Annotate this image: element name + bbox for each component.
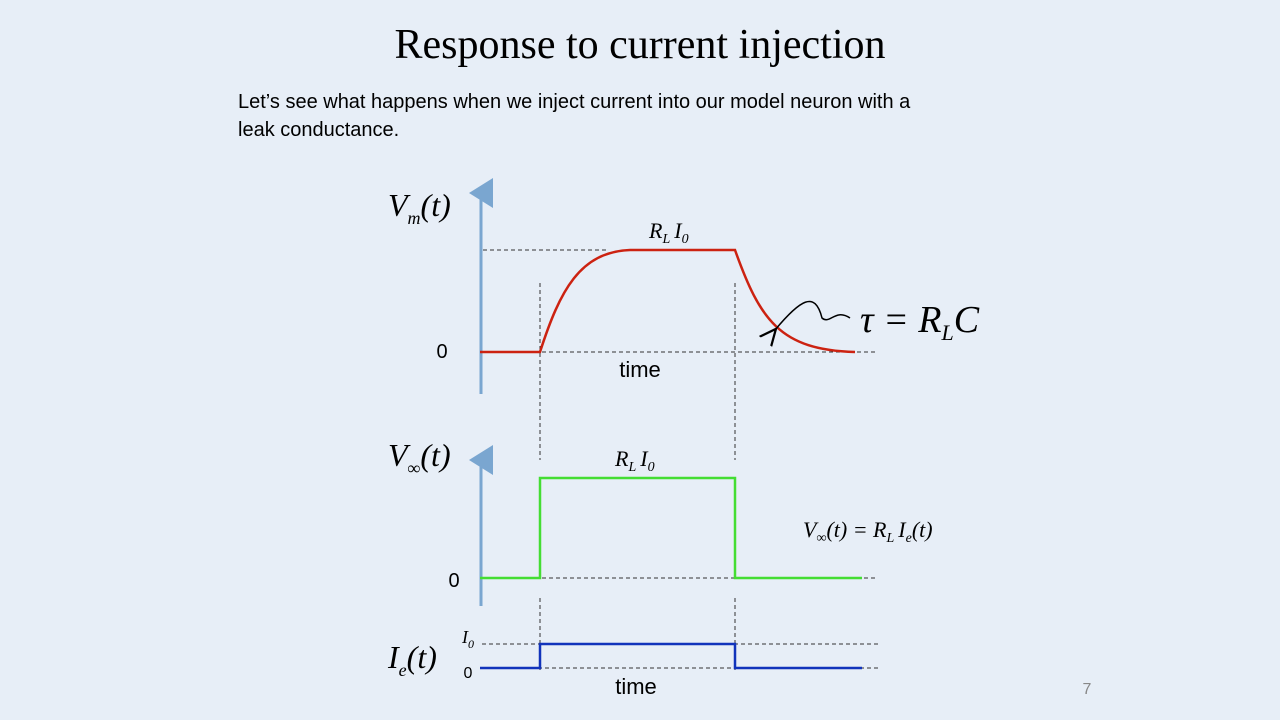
x-label: time [619,357,661,382]
body-line: leak conductance. [238,119,399,141]
vm-plot: Vm(t) 0 time RL I0 τ = RLC [388,178,980,460]
vm-curve [480,248,856,354]
text-part: V [388,437,411,473]
ie-curve [480,642,862,670]
text-part: ∞ [816,531,826,546]
text-part: I [461,627,469,647]
ie-plot: Ie(t) I0 0 time [387,627,880,699]
x-label: time [615,674,657,699]
page-number: 7 [1083,681,1092,698]
text-part: 0 [468,637,474,651]
text-part: (t) [912,517,933,542]
text-part: L [627,460,636,475]
vinf-plot: V∞(t) 0 RL I0 V∞(t) = RL Ie(t) [388,437,933,670]
annotation-arrow [775,300,851,330]
text-part: 0 [682,232,689,247]
body-line: Let’s see what happens when we inject cu… [238,91,911,113]
text-part: e [399,660,407,680]
text-part: I [897,517,907,542]
zero-label: 0 [448,570,459,592]
text-part: I [387,639,400,675]
text-part: R [614,446,629,471]
text-part: e [906,531,912,546]
text-part: τ = R [860,299,941,341]
text-part: I [673,218,683,243]
y-label: Ie(t) [387,639,437,680]
level-label: RL I0 [614,446,655,475]
text-part: L [661,232,670,247]
text-part: I [639,446,649,471]
text-part: (t) [420,437,450,473]
text-part: 0 [648,460,655,475]
tau-note: τ = RLC [860,299,980,345]
high-label: I0 [461,627,474,651]
text-part: L [886,531,895,546]
zero-label: 0 [436,341,447,363]
text-part: (t) [407,639,437,675]
text-part: V [803,517,819,542]
text-part: (t) = R [826,517,887,542]
text-part: ∞ [408,458,421,478]
text-part: R [648,218,663,243]
vinf-curve [480,476,862,580]
y-label: Vm(t) [388,187,451,228]
text-part: (t) [421,187,451,223]
text-part: V [388,187,411,223]
zero-label: 0 [464,665,473,682]
text-part: L [940,320,953,345]
level-label: RL I0 [648,218,689,247]
title: Response to current injection [394,22,885,68]
y-label: V∞(t) [388,437,451,478]
equation: V∞(t) = RL Ie(t) [803,517,933,546]
text-part: C [954,299,980,341]
text-part: m [408,208,421,228]
